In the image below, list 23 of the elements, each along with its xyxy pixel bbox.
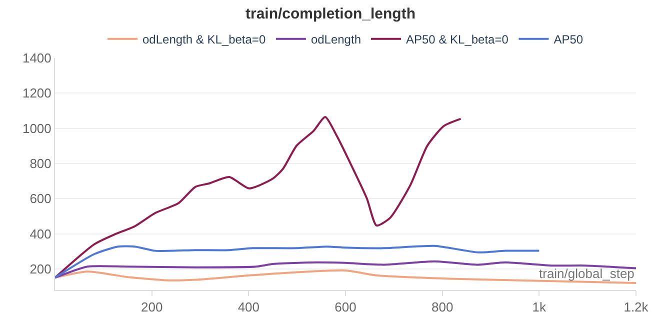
y-tick-label: 1200 xyxy=(22,86,52,101)
legend-label: AP50 & KL_beta=0 xyxy=(406,32,509,47)
x-tick-label: 200 xyxy=(140,300,163,315)
x-tick-label: 600 xyxy=(334,300,356,315)
y-tick-label: 800 xyxy=(30,156,52,171)
x-axis-title: train/global_step xyxy=(539,266,634,281)
line-series xyxy=(55,269,636,284)
x-tick-label: 1.2k xyxy=(624,300,649,315)
line-series xyxy=(55,116,462,279)
legend-label: odLength & KL_beta=0 xyxy=(142,32,266,47)
y-tick-label: 200 xyxy=(30,261,52,276)
x-tick-label: 1k xyxy=(532,300,547,315)
legend-label: odLength xyxy=(310,32,361,47)
line-series xyxy=(55,260,636,279)
y-tick-label: 600 xyxy=(30,191,52,206)
chart-title: train/completion_length xyxy=(245,6,416,23)
line-series xyxy=(55,244,540,279)
y-tick-label: 1000 xyxy=(22,120,52,136)
y-tick-label: 400 xyxy=(30,226,52,242)
x-tick-label: 400 xyxy=(238,300,260,315)
y-tick-label: 1400 xyxy=(22,50,52,66)
x-tick-label: 800 xyxy=(431,300,454,315)
legend-label: AP50 xyxy=(554,32,584,47)
